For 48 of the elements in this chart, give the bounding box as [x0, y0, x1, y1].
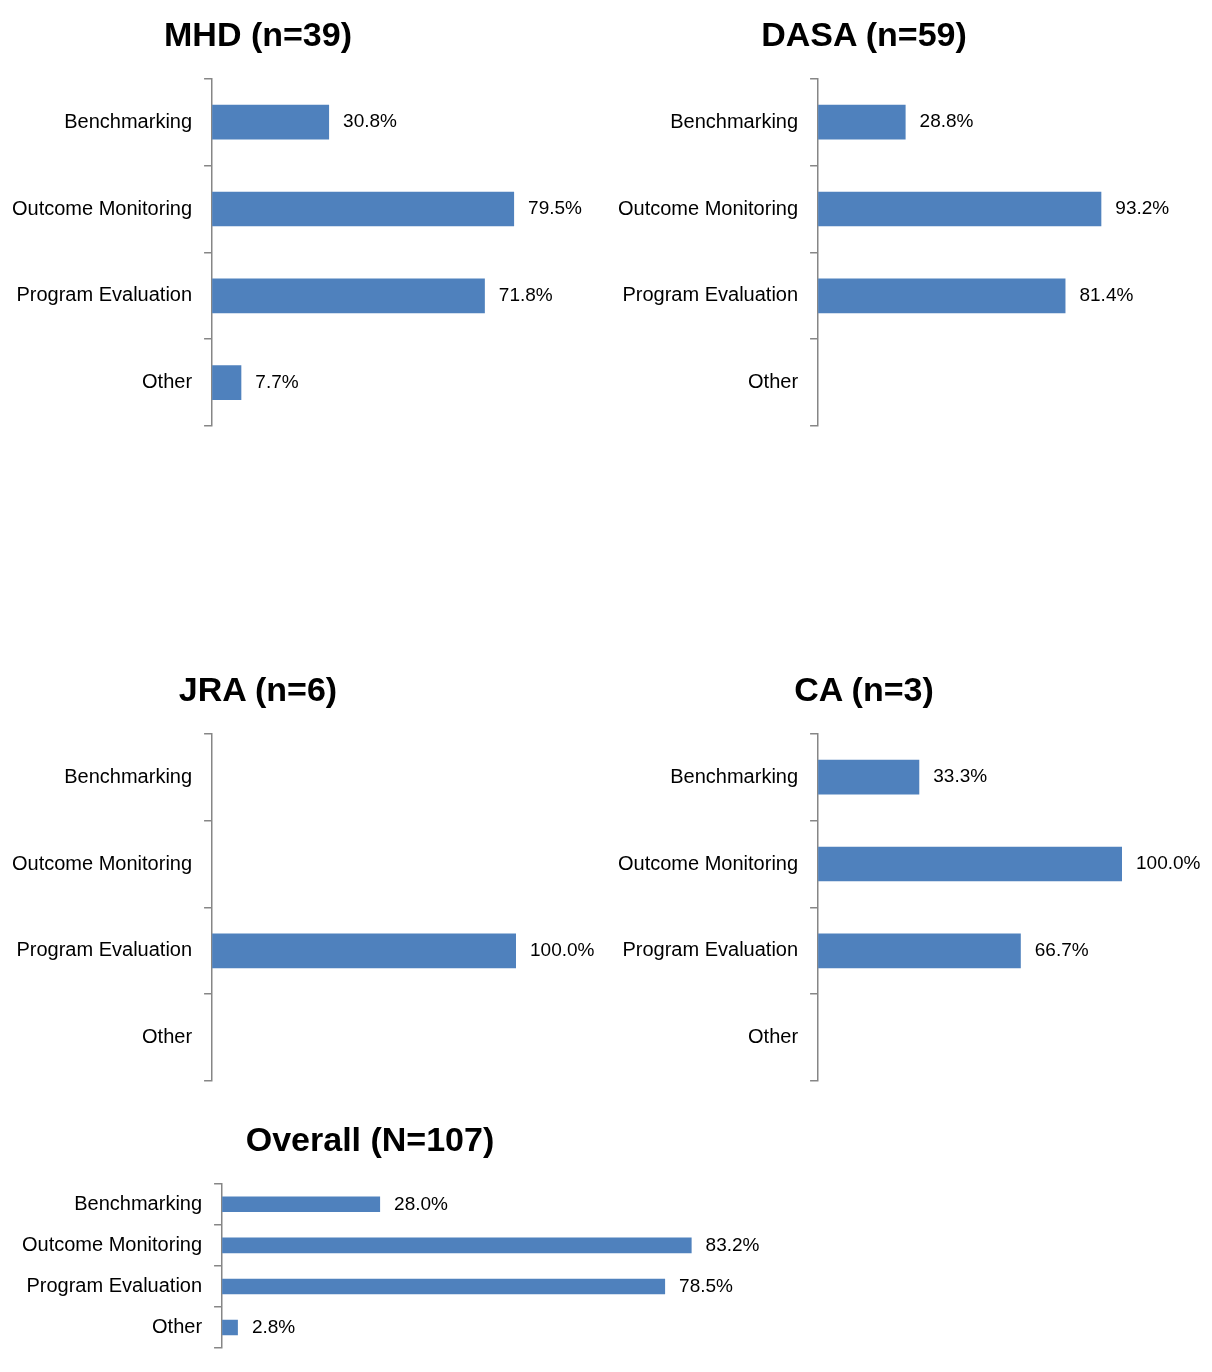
y-tick-label: Benchmarking	[670, 764, 799, 787]
data-label: 93.2%	[1115, 197, 1170, 219]
data-label: 81.4%	[1079, 284, 1134, 306]
y-tick-label: Program Evaluation	[26, 1273, 203, 1296]
y-tick-label: Program Evaluation	[16, 283, 193, 306]
data-label: 7.7%	[255, 370, 299, 392]
y-tick-label: Outcome Monitoring	[618, 196, 799, 219]
bar	[212, 191, 515, 227]
y-tick-label: Benchmarking	[64, 764, 193, 787]
bar	[222, 1319, 238, 1336]
data-label: 33.3%	[933, 765, 988, 787]
y-tick-label: Program Evaluation	[622, 283, 799, 306]
data-label: 28.8%	[919, 110, 974, 132]
data-label: 83.2%	[705, 1233, 760, 1255]
y-tick-label: Outcome Monitoring	[12, 851, 193, 874]
data-label: 28.0%	[394, 1192, 449, 1214]
y-tick-label: Other	[748, 1025, 799, 1048]
data-label: 79.5%	[528, 197, 583, 219]
y-tick-label: Outcome Monitoring	[12, 196, 193, 219]
y-tick-label: Other	[142, 1025, 193, 1048]
bar	[212, 104, 330, 140]
chart-title: MHD (n=39)	[164, 14, 352, 53]
y-tick-label: Program Evaluation	[16, 938, 193, 961]
data-label: 100.0%	[1136, 852, 1201, 874]
bar	[222, 1196, 381, 1213]
y-tick-label: Other	[748, 370, 799, 393]
y-tick-label: Benchmarking	[670, 109, 799, 132]
data-label: 78.5%	[679, 1274, 734, 1296]
bar	[212, 365, 242, 400]
bar	[222, 1237, 692, 1254]
data-label: 30.8%	[343, 110, 398, 132]
data-label: 71.8%	[498, 284, 553, 306]
chart-title: DASA (n=59)	[761, 14, 967, 53]
y-tick-label: Benchmarking	[64, 109, 193, 132]
data-label: 66.7%	[1034, 939, 1089, 961]
data-label: 2.8%	[251, 1315, 296, 1337]
chart-title: Overall (N=107)	[245, 1119, 495, 1158]
y-tick-label: Outcome Monitoring	[22, 1232, 203, 1255]
y-tick-label: Other	[152, 1314, 203, 1337]
y-tick-label: Program Evaluation	[622, 938, 799, 961]
y-tick-label: Other	[142, 370, 193, 393]
bar	[212, 278, 485, 314]
data-label: 100.0%	[530, 939, 595, 961]
y-tick-label: Outcome Monitoring	[618, 851, 799, 874]
bar	[222, 1278, 666, 1295]
chart-title: CA (n=3)	[794, 669, 934, 708]
chart-title: JRA (n=6)	[178, 669, 338, 708]
y-tick-label: Benchmarking	[74, 1191, 203, 1214]
